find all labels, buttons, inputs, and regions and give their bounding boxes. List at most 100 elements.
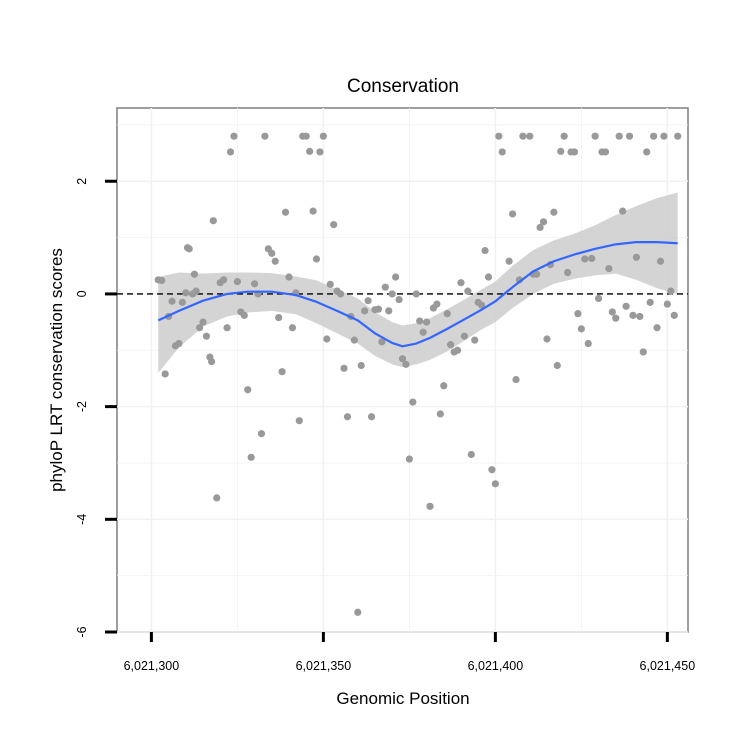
data-point — [409, 398, 417, 406]
data-point — [336, 290, 345, 298]
y-tick-label: -4 — [75, 514, 89, 525]
y-tick-label: 2 — [75, 178, 89, 185]
data-point — [199, 318, 207, 326]
data-point — [412, 290, 420, 298]
data-point — [646, 298, 654, 306]
data-point — [564, 268, 572, 277]
data-point — [508, 210, 517, 218]
data-point — [560, 132, 568, 140]
data-point — [381, 283, 389, 291]
data-point — [484, 273, 493, 281]
data-point — [405, 455, 413, 463]
x-axis-label: Genomic Position — [336, 689, 469, 708]
data-point — [557, 147, 565, 155]
data-point — [178, 298, 186, 306]
data-point — [233, 277, 241, 286]
data-point — [512, 375, 520, 384]
data-point — [656, 257, 665, 265]
data-point — [158, 276, 166, 285]
data-point — [168, 297, 176, 305]
data-point — [670, 311, 678, 319]
data-point — [361, 307, 369, 315]
data-point — [605, 264, 613, 273]
y-tick-label: -6 — [75, 626, 89, 637]
x-tick-label: 6,021,450 — [640, 659, 696, 673]
data-point — [608, 308, 616, 316]
data-point — [533, 270, 541, 278]
data-point — [577, 325, 585, 333]
data-point — [526, 132, 534, 140]
axes: 6,021,300 6,021,350 6,021,400 6,021,450 -6 -4… — [75, 178, 695, 673]
data-point — [643, 148, 651, 156]
data-point — [398, 355, 407, 363]
data-point — [402, 360, 410, 368]
data-point — [667, 287, 675, 295]
data-point — [433, 300, 441, 308]
data-point — [615, 132, 623, 140]
data-point — [285, 273, 293, 281]
data-point — [543, 335, 551, 343]
data-point — [302, 132, 310, 140]
data-point — [505, 257, 513, 265]
data-point — [271, 257, 279, 265]
data-point — [495, 132, 503, 140]
data-point — [663, 300, 671, 308]
data-point — [388, 290, 396, 298]
data-point — [539, 218, 548, 226]
data-point — [182, 289, 190, 297]
data-point — [340, 364, 348, 372]
data-point — [247, 453, 255, 461]
smooth-line — [157, 240, 678, 348]
data-point — [464, 287, 472, 295]
data-point — [244, 386, 252, 394]
data-point — [460, 332, 469, 340]
data-point — [354, 608, 362, 616]
data-point — [220, 276, 228, 284]
data-point — [175, 339, 183, 348]
confidence-band-layer — [158, 192, 678, 373]
data-point — [288, 324, 297, 332]
data-point — [312, 255, 321, 263]
confidence-band — [158, 192, 678, 373]
data-point — [357, 361, 365, 370]
data-point — [660, 132, 668, 140]
data-point — [422, 318, 431, 326]
data-point — [632, 253, 641, 261]
data-point — [536, 223, 544, 232]
data-point — [185, 245, 193, 253]
data-points — [154, 132, 682, 616]
data-point — [192, 287, 200, 295]
data-point — [588, 254, 596, 263]
data-point — [378, 338, 386, 346]
data-point — [550, 208, 558, 216]
data-point — [457, 279, 465, 287]
y-axis-label: phyloP LRT conservation scores — [47, 248, 66, 492]
data-point — [257, 430, 266, 438]
data-point — [223, 324, 231, 332]
data-point — [250, 280, 259, 288]
data-point — [278, 368, 286, 376]
data-point — [395, 295, 403, 304]
data-point — [326, 280, 334, 288]
data-point — [306, 147, 314, 155]
data-point — [498, 148, 506, 156]
data-point — [478, 301, 486, 309]
data-point — [443, 310, 451, 318]
x-tick-label: 6,021,400 — [468, 659, 524, 673]
data-point — [316, 148, 324, 156]
data-point — [374, 305, 383, 313]
data-point — [481, 246, 489, 255]
data-point — [491, 480, 499, 488]
smooth-line-layer — [157, 240, 678, 348]
data-point — [436, 410, 444, 418]
data-point — [612, 314, 620, 322]
data-point — [625, 132, 634, 140]
data-point — [447, 341, 455, 349]
data-point — [674, 132, 682, 140]
data-point — [419, 328, 427, 336]
data-point — [350, 336, 358, 344]
data-point — [209, 217, 217, 225]
data-point — [343, 413, 352, 421]
data-point — [594, 294, 603, 303]
y-tick-label: -2 — [75, 401, 89, 412]
